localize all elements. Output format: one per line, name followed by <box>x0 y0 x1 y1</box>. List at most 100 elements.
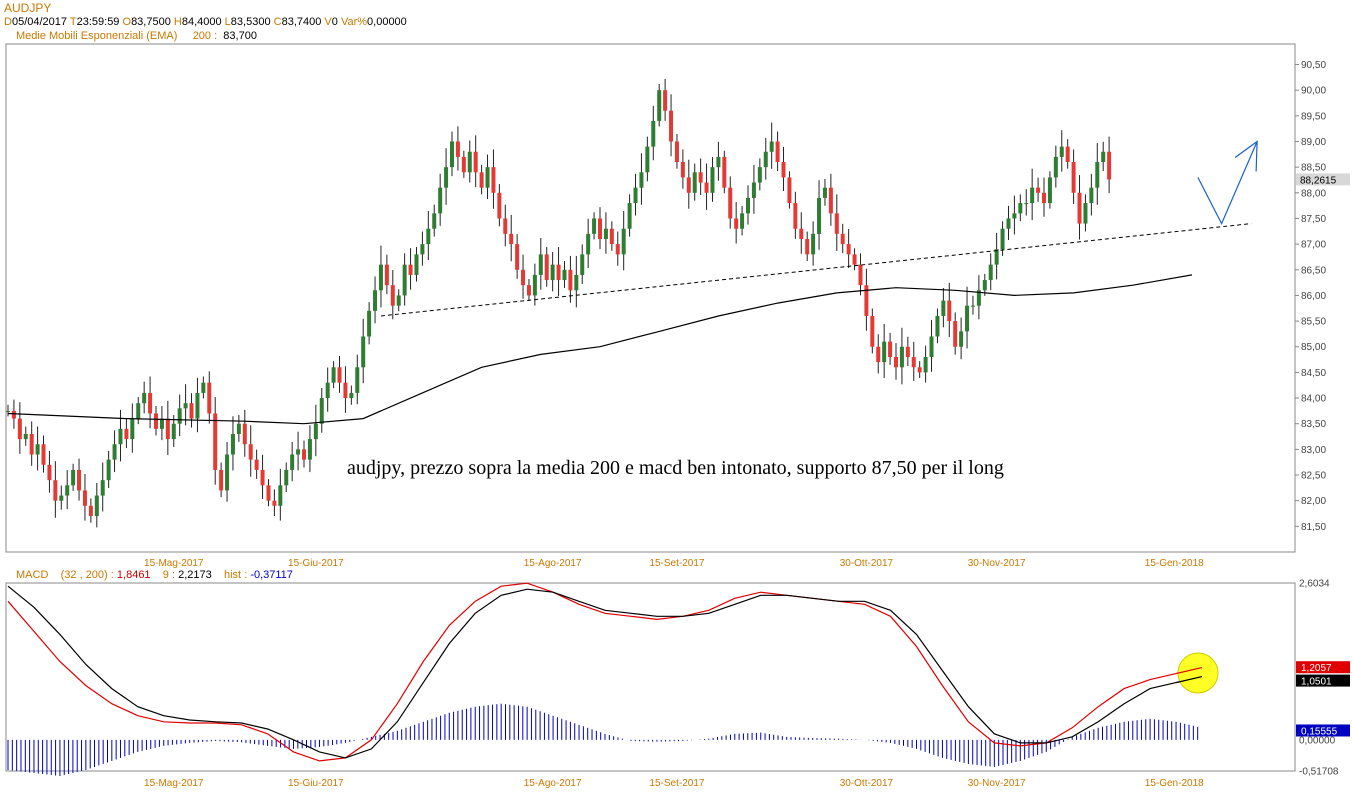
candle-body <box>556 264 561 281</box>
candle-body <box>970 305 975 307</box>
candle-body <box>82 490 87 506</box>
candle-body <box>994 249 999 265</box>
candle-body <box>201 382 206 393</box>
h-label: H <box>173 16 182 28</box>
candle-body <box>805 238 810 255</box>
candle-body <box>722 156 727 188</box>
macd-value-tag <box>1296 661 1350 674</box>
date-label-bottom: 15-Gen-2018 <box>1145 778 1204 789</box>
candle-body <box>331 367 336 383</box>
candle-body <box>195 392 200 419</box>
candle-body <box>1030 187 1035 204</box>
candle-body <box>740 213 745 229</box>
candle-body <box>355 367 360 393</box>
candle-body <box>603 228 608 239</box>
l-value: 83,5300 <box>230 16 271 28</box>
hist-value-tag-label: 0,15555 <box>1301 726 1338 737</box>
candle-body <box>882 341 887 363</box>
candle-body <box>337 367 342 383</box>
candle-body <box>982 280 987 291</box>
price-tick-label: 88,00 <box>1301 188 1326 199</box>
macd-line <box>7 582 1203 762</box>
macd-label: MACD <box>16 569 49 581</box>
date-label-bottom: 15-Set-2017 <box>649 778 704 789</box>
c-value: 83,7400 <box>281 16 322 28</box>
date-label-bottom: 30-Nov-2017 <box>968 778 1026 789</box>
candle-body <box>467 151 472 173</box>
candle-body <box>142 392 147 404</box>
candle-body <box>615 244 620 255</box>
candle-body <box>586 233 591 255</box>
t-value: 23:59:59 <box>76 16 120 28</box>
candle-body <box>461 156 466 173</box>
date-label-top: 15-Ago-2017 <box>524 558 582 569</box>
candle-body <box>669 110 674 142</box>
candle-body <box>319 398 324 424</box>
candle-body <box>118 428 123 445</box>
candle-body <box>935 315 940 337</box>
ema-readout: Medie Mobili Esponenziali (EMA) 200 : 83… <box>16 30 257 42</box>
candle-body <box>219 469 224 491</box>
support-trendline <box>380 223 1252 317</box>
candle-body <box>651 120 656 147</box>
candle-body <box>657 90 662 121</box>
var-label: Var% <box>340 16 368 28</box>
candle-body <box>71 469 76 486</box>
candle-body <box>633 187 638 204</box>
signal-value-tag <box>1296 674 1350 687</box>
candle-body <box>497 192 502 219</box>
candle-body <box>509 233 514 245</box>
price-tick-label: 84,00 <box>1301 394 1326 405</box>
candle-body <box>911 357 916 368</box>
price-tick-label: 89,00 <box>1301 137 1326 148</box>
candle-body <box>361 336 366 368</box>
hist-sep: : <box>244 569 248 581</box>
price-tick-label: 83,00 <box>1301 445 1326 456</box>
candle-body <box>1071 162 1076 193</box>
price-tick-label: 86,50 <box>1301 265 1326 276</box>
ema-value: 83,700 <box>223 30 257 42</box>
candle-body <box>159 418 164 429</box>
candle-body <box>728 187 733 219</box>
candle-body <box>100 480 105 496</box>
candle-body <box>663 90 668 111</box>
candle-body <box>53 480 58 501</box>
candle-body <box>171 423 176 440</box>
price-tick-label: 87,50 <box>1301 214 1326 225</box>
candle-body <box>106 459 111 481</box>
candle-body <box>1065 146 1070 163</box>
candle-body <box>538 254 543 275</box>
candle-body <box>378 264 383 291</box>
candle-body <box>947 300 952 322</box>
macd-layer: 2,6034 0,00000 -0,51708 1,2057 1,0501 0,15555 <box>7 579 1350 778</box>
candle-body <box>88 505 93 517</box>
candle-body <box>775 141 780 163</box>
candle-body <box>568 269 573 291</box>
price-tick-label: 81,50 <box>1301 522 1326 533</box>
hist-label: hist <box>224 569 242 581</box>
candle-body <box>41 444 46 465</box>
candle-body <box>307 439 312 460</box>
candle-body <box>254 459 259 470</box>
candle-body <box>1095 162 1100 188</box>
date-label-bottom: 15-Ago-2017 <box>524 778 582 789</box>
date-label-top: 15-Giu-2017 <box>288 558 344 569</box>
candle-body <box>432 213 437 229</box>
candle-body <box>213 413 218 470</box>
signal-sep: : <box>171 569 176 581</box>
candle-body <box>1101 151 1106 163</box>
candle-body <box>544 254 549 281</box>
o-label: O <box>122 16 132 28</box>
last-price-tag <box>1296 173 1350 186</box>
date-label-top: 30-Ott-2017 <box>840 558 894 569</box>
candle-body <box>290 454 295 470</box>
last-price-label: 88,2615 <box>1300 175 1337 186</box>
candle-body <box>905 346 910 358</box>
candle-body <box>130 418 135 440</box>
candle-body <box>420 244 425 255</box>
candle-body <box>763 151 768 168</box>
candle-body <box>1059 146 1064 157</box>
candle-body <box>154 413 158 429</box>
t-label: T <box>69 16 77 28</box>
